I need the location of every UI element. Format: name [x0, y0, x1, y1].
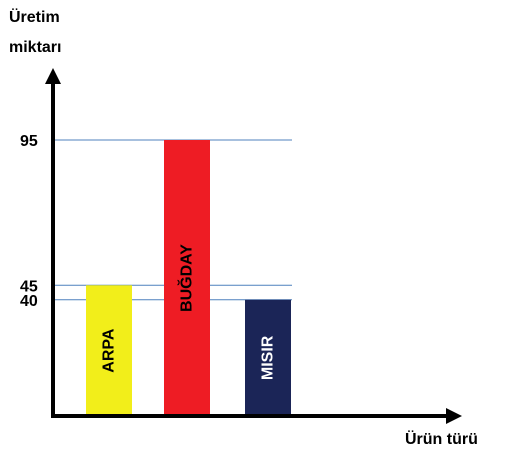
bar: [86, 285, 132, 416]
y-tick-label: 40: [20, 293, 38, 310]
y-tick-label: 95: [20, 133, 38, 150]
x-axis-title: Ürün türü: [405, 429, 478, 448]
bar: [245, 299, 291, 416]
bar: [164, 140, 210, 416]
y-axis-title-line1: Üretim: [9, 7, 60, 26]
bar-category-label: MISIR: [260, 335, 277, 380]
bars: ARPA BUĞDAY MISIR: [86, 140, 291, 416]
bar-category-label: BUĞDAY: [177, 244, 196, 312]
y-axis-title-line2: miktarı: [9, 39, 61, 56]
bar-category-label: ARPA: [101, 328, 118, 373]
y-tick-label: 45: [20, 278, 38, 295]
